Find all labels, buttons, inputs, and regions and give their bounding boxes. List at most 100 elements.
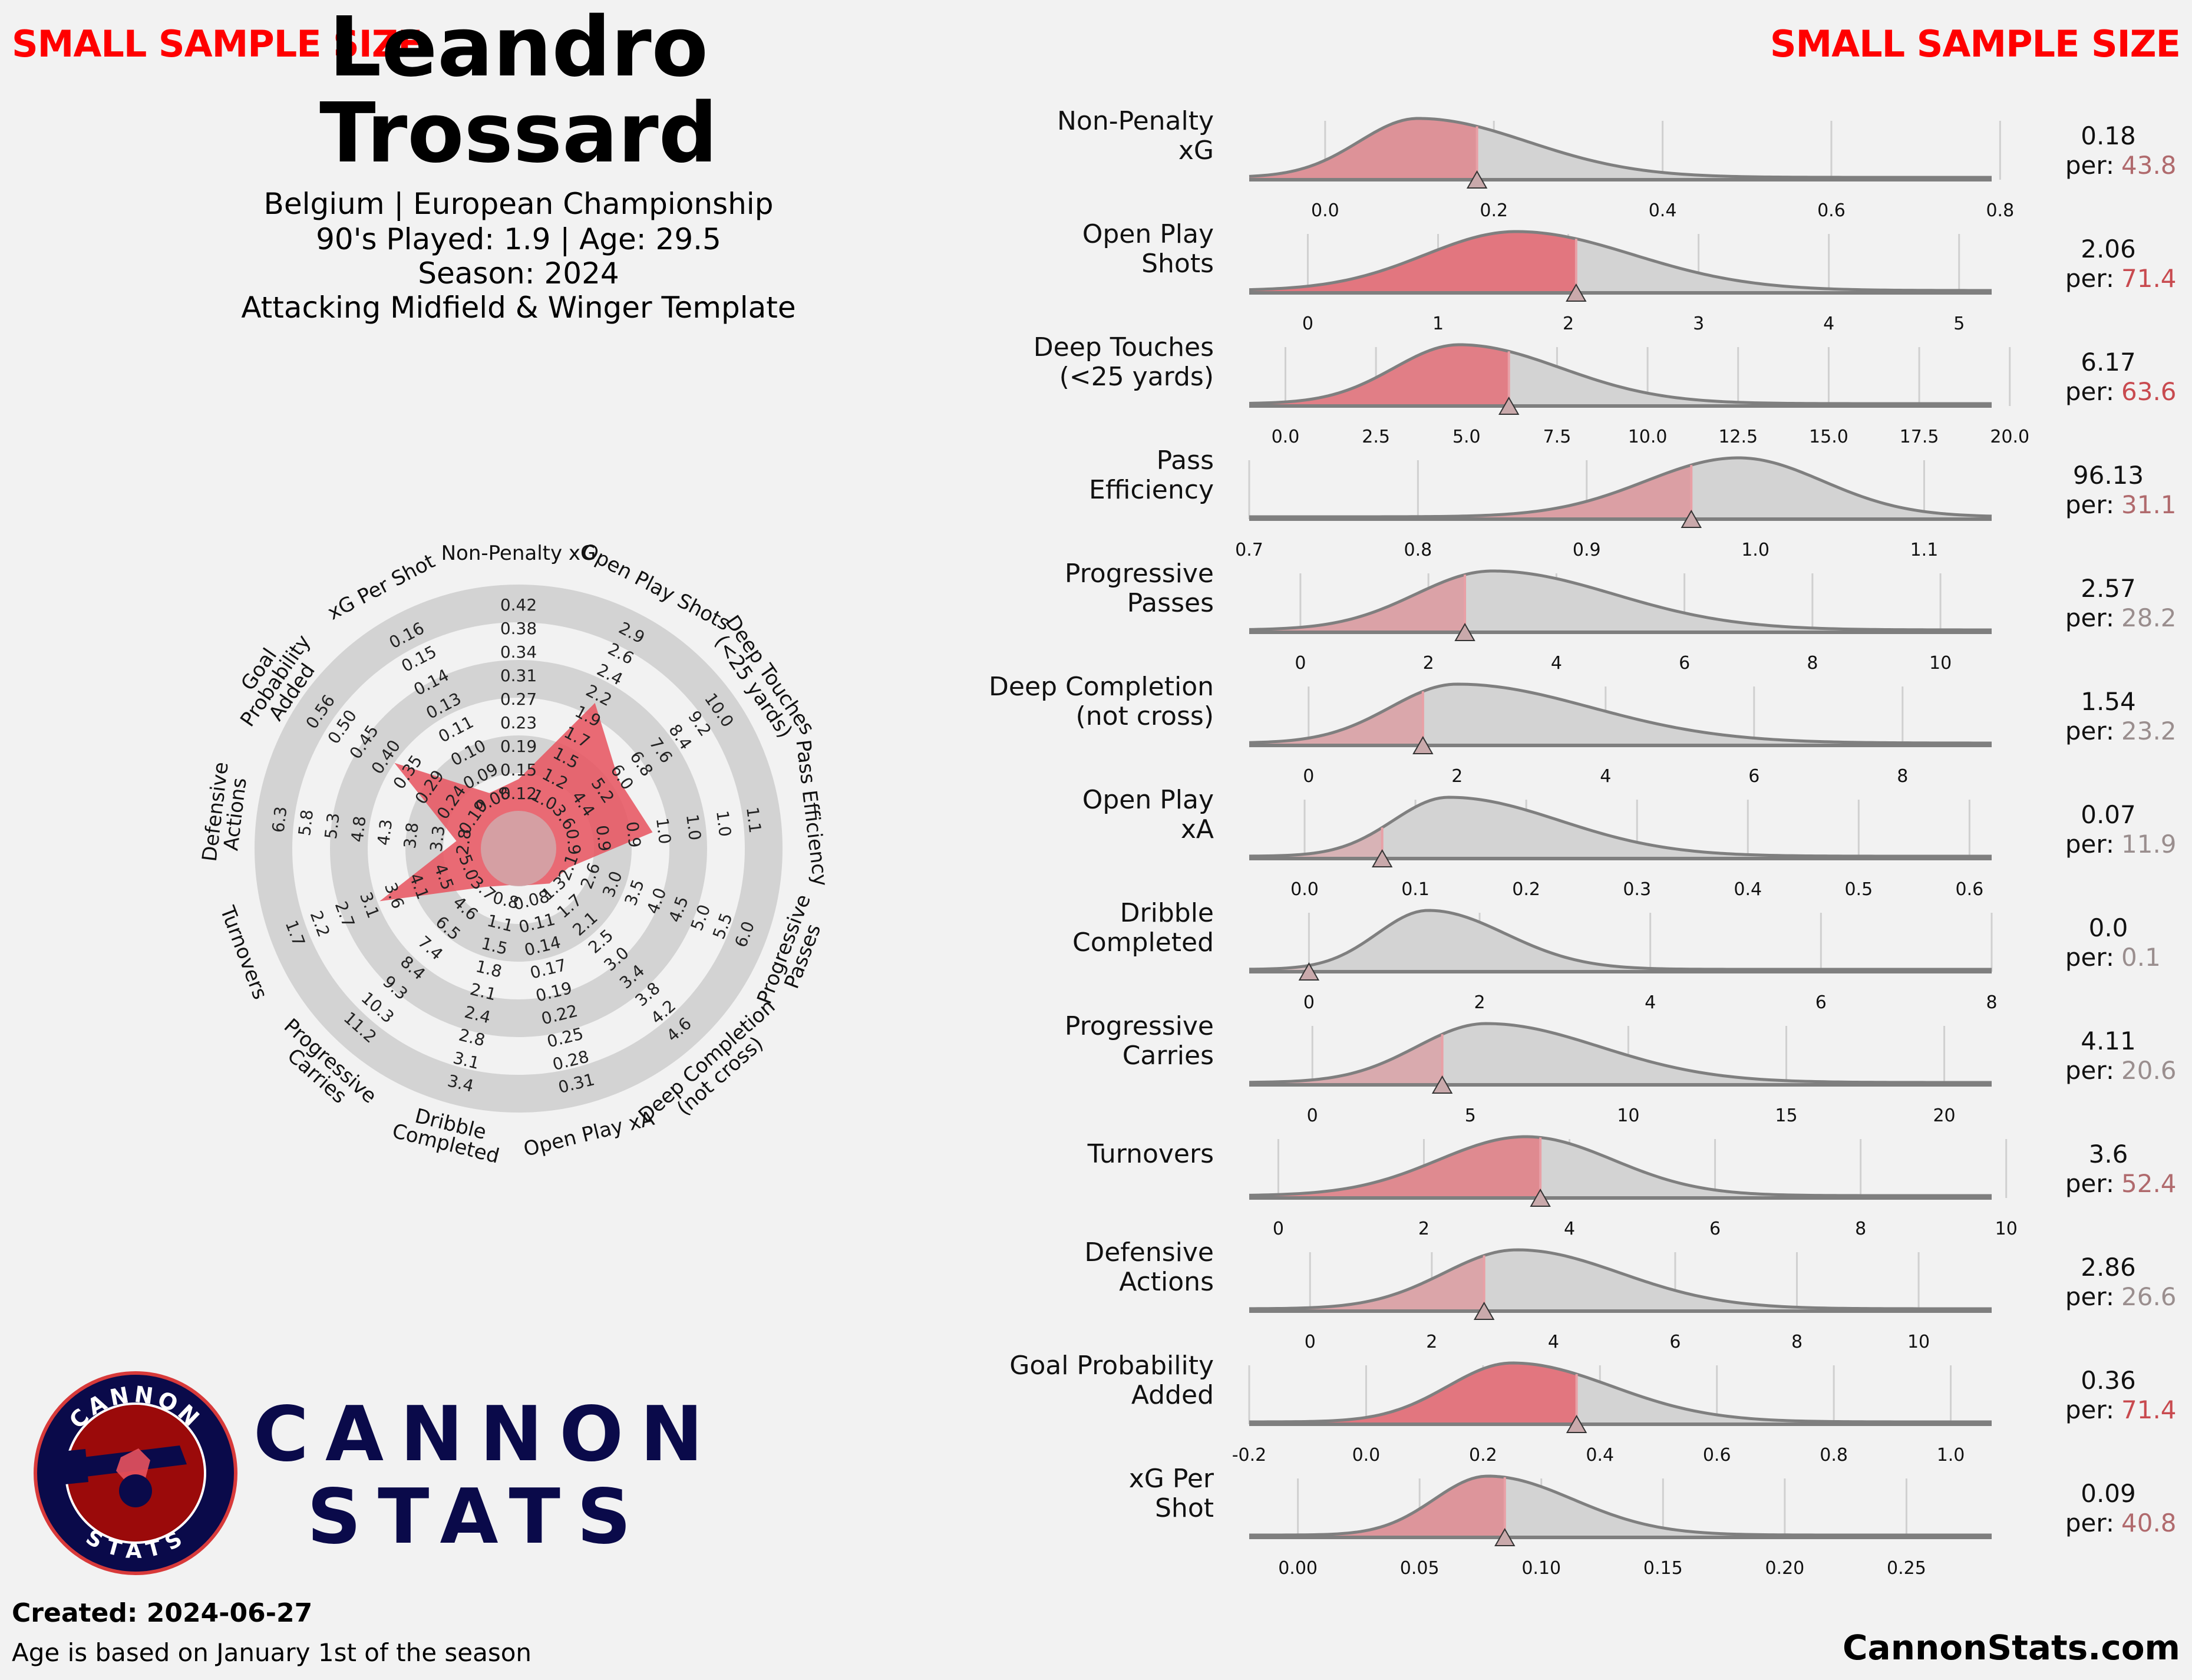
radar-tick-label: 0.15	[500, 760, 537, 780]
percentile-area	[1249, 575, 1465, 632]
radar-chart: 0.12 0.15 0.19 0.23 0.27 0.31 0.34 0.38 0.42 Non-…	[197, 539, 833, 1169]
radar-tick-label: 0.9	[592, 824, 615, 852]
percentile-area	[1249, 1137, 1541, 1198]
metric-label: Open Play Shots	[1082, 219, 1214, 279]
percentile-area	[1249, 1476, 1505, 1537]
radar-tick-label: 2.2	[306, 908, 334, 939]
distribution-area	[1249, 910, 1992, 972]
distribution-area	[1249, 684, 1992, 745]
x-tick-label: 0.4	[1734, 879, 1762, 900]
x-tick-label: 7.5	[1543, 427, 1572, 447]
percentile-value: 11.9	[2121, 830, 2177, 859]
metric-label: xG Per Shot	[1129, 1464, 1214, 1523]
x-tick-label: 2	[1418, 1219, 1430, 1239]
percentile-value: 26.6	[2121, 1282, 2177, 1311]
value-marker-icon	[1371, 849, 1393, 867]
distribution-line	[1249, 117, 1992, 179]
percentile-value: 40.8	[2121, 1509, 2177, 1537]
radar-tick-label: 0.19	[500, 737, 537, 756]
radar-tick-label: 0.12	[500, 784, 537, 803]
cannon-stats-logo-icon: CANNON STATS	[34, 1371, 237, 1575]
distribution-line	[1249, 682, 1992, 745]
x-tick-label: 20.0	[1990, 427, 2029, 447]
x-tick-label: 8	[1897, 766, 1908, 787]
value-marker-icon	[1494, 1527, 1516, 1546]
distribution-line	[1249, 1474, 1992, 1537]
distribution-area	[1249, 1250, 1992, 1311]
percentile-area	[1249, 1255, 1484, 1311]
x-tick-label: -0.2	[1232, 1445, 1267, 1466]
radar-axis-label: DefensiveActions	[197, 761, 253, 865]
metric-value: 4.11	[2081, 1027, 2136, 1055]
x-tick-label: 10	[1617, 1105, 1639, 1126]
radar-tick-label: 3.3	[426, 824, 448, 853]
percentile-area	[1249, 465, 1692, 519]
x-tick-label: 10	[1995, 1219, 2018, 1239]
x-tick-label: 1.1	[1910, 540, 1939, 560]
x-tick-label: 0.8	[1820, 1445, 1848, 1466]
percentile-value: 28.2	[2121, 603, 2177, 632]
percentile-value: 31.1	[2121, 490, 2177, 519]
brand-wordmark-line1: CANNON	[253, 1391, 720, 1478]
radar-hub-overlay	[481, 811, 556, 886]
x-tick-label: 2	[1451, 766, 1463, 787]
percentile-area	[1249, 345, 1509, 406]
x-tick-label: 20	[1933, 1105, 1955, 1126]
x-tick-label: 0.10	[1521, 1558, 1561, 1579]
metric-label: Progressive Carries	[1065, 1011, 1214, 1071]
percentile-area	[1249, 691, 1423, 745]
radar-ring	[330, 660, 707, 1037]
percentile-area	[1249, 1034, 1442, 1085]
value-marker-icon	[1454, 622, 1475, 641]
metric-value: 0.0	[2089, 913, 2128, 942]
distribution-area	[1249, 1363, 1992, 1424]
x-tick-label: 2	[1474, 992, 1485, 1013]
player-info-season: Season: 2024	[418, 256, 619, 291]
radar-tick-label: 0.9	[562, 828, 585, 856]
x-tick-label: 1.0	[1937, 1445, 1965, 1466]
value-marker-icon	[1466, 170, 1488, 189]
percentile-prefix: per:	[2065, 1169, 2114, 1198]
x-tick-label: 0.0	[1290, 879, 1319, 900]
metric-value: 6.17	[2081, 348, 2136, 377]
x-tick-label: 0	[1302, 313, 1313, 334]
x-tick-label: 0.20	[1765, 1558, 1804, 1579]
radar-axis-label: Open Play xA	[521, 1106, 656, 1161]
value-marker-icon	[1473, 1301, 1495, 1320]
percentile-value: 43.8	[2121, 151, 2177, 180]
x-tick-label: 0	[1307, 1105, 1318, 1126]
x-tick-label: 0.25	[1887, 1558, 1926, 1579]
radar-axis-label: Pass Efficiency	[791, 738, 833, 887]
distribution-row: 0.0 0.1 0.2 0.3 0.4 0.5 0.6 Open Play xA 0.07per:…	[1082, 785, 2177, 900]
value-marker-icon	[1681, 509, 1702, 528]
player-info-team: Belgium | European Championship	[263, 187, 774, 221]
x-tick-label: 6	[1679, 653, 1690, 674]
percentile-prefix: per:	[2065, 1395, 2114, 1424]
player-last-name: Trossard	[319, 85, 718, 181]
x-tick-label: 5	[1953, 313, 1965, 334]
x-tick-label: 6	[1815, 992, 1827, 1013]
distribution-area	[1249, 458, 1992, 519]
radar-tick-label: 7.4	[414, 932, 447, 964]
percentile-prefix: per:	[2065, 151, 2114, 180]
metric-value: 3.6	[2089, 1140, 2128, 1169]
percentile-value: 63.6	[2121, 377, 2177, 406]
x-tick-label: 12.5	[1718, 427, 1758, 447]
percentile-prefix: per:	[2065, 603, 2114, 632]
x-tick-label: 4	[1548, 1332, 1559, 1352]
brand-wordmark-line2: STATS	[306, 1473, 648, 1561]
radar-tick-label: 0.27	[500, 689, 537, 709]
metric-value: 0.07	[2081, 800, 2136, 829]
value-marker-icon	[1566, 1414, 1587, 1433]
x-tick-label: 2.5	[1362, 427, 1390, 447]
percentile-value: 71.4	[2121, 264, 2177, 293]
x-tick-label: 4	[1551, 653, 1562, 674]
radar-tick-label: 4.8	[347, 815, 369, 843]
radar-tick-label: 6.3	[268, 806, 290, 834]
radar-tick-label: 0.42	[500, 595, 537, 615]
x-tick-label: 8	[1986, 992, 1997, 1013]
x-tick-label: 10	[1907, 1332, 1930, 1352]
